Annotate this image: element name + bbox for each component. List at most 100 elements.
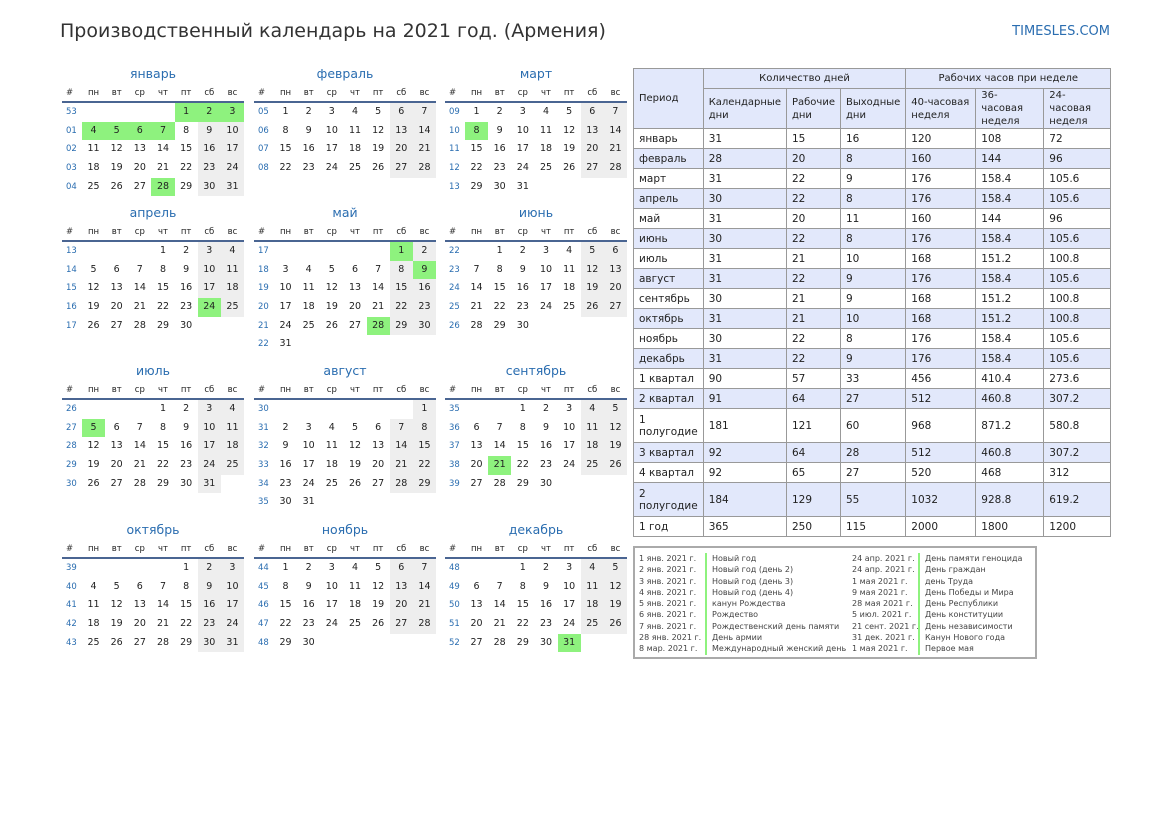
holiday-name: День памяти геноцида <box>918 553 1022 565</box>
value-cell: 64 <box>785 442 842 463</box>
holiday-name: Рождественский день памяти <box>705 620 839 633</box>
week-row: 04 25 26 27 28 29 30 31 <box>62 177 245 197</box>
table-row: май 31 20 11 160 144 96 <box>633 208 1112 229</box>
day-cell: 10 <box>516 124 529 136</box>
day-cell: 7 <box>389 418 413 438</box>
week-number: 07 <box>258 144 269 155</box>
day-cell: 22 <box>156 459 170 471</box>
week-row: 15 12 13 14 15 16 17 18 <box>62 279 245 299</box>
week-number: 33 <box>258 460 269 471</box>
holiday-date: 9 мая 2021 г. <box>852 587 908 597</box>
month-name: сентябрь <box>505 363 567 378</box>
week-number-header: # <box>449 385 457 395</box>
weekday-label: чт <box>540 544 551 554</box>
day-cell: 14 <box>156 599 170 611</box>
week-number-header: # <box>449 544 457 554</box>
empty-day-cell <box>367 400 390 419</box>
day-cell: 20 <box>348 301 362 313</box>
empty-day-cell <box>297 335 320 354</box>
weekday-label: пн <box>279 385 292 395</box>
day-cell: 8 <box>519 580 526 592</box>
week-number-header: # <box>258 88 266 98</box>
weekday-label: пн <box>87 227 100 237</box>
day-cell: 31 <box>220 633 245 653</box>
day-cell: 9 <box>197 577 221 597</box>
day-cell: 26 <box>603 615 628 634</box>
day-cell: 16 <box>516 282 529 294</box>
value-cell: 28 <box>702 148 787 169</box>
day-cell: 17 <box>325 143 338 155</box>
week-row: 07 15 16 17 18 19 20 21 <box>254 140 437 160</box>
day-cell: 29 <box>516 636 529 648</box>
holiday-day-cell: 28 <box>366 316 390 336</box>
day-cell: 23 <box>302 618 315 630</box>
value-cell: 105.6 <box>1043 348 1112 369</box>
holiday-day-cell: 7 <box>151 121 175 141</box>
weekday-label: вс <box>419 227 430 237</box>
day-cell: 25 <box>348 162 362 174</box>
week-row: 25 21 22 23 24 25 26 27 <box>445 298 628 317</box>
empty-day-cell <box>274 242 297 261</box>
day-cell: 15 <box>412 437 437 457</box>
empty-day-cell <box>297 400 320 419</box>
holiday-item: 7 янв. 2021 г. Рождественский день памяти <box>639 620 846 633</box>
value-cell: 160 <box>905 208 977 229</box>
day-cell: 3 <box>197 242 221 261</box>
site-brand-link[interactable]: TIMESLES.COM <box>1012 24 1110 39</box>
value-cell: 105.6 <box>1043 268 1112 289</box>
value-cell: 8 <box>839 228 907 249</box>
day-cell: 19 <box>603 596 628 616</box>
day-cell: 25 <box>580 456 604 475</box>
day-cell: 3 <box>282 263 289 275</box>
weekday-label: ср <box>326 227 337 237</box>
value-cell: 27 <box>839 388 907 409</box>
weekday-label: вс <box>610 385 621 395</box>
holiday-item: 9 мая 2021 г. День Победы и Мира <box>852 586 1022 599</box>
day-cell: 29 <box>180 636 193 648</box>
day-cell: 4 <box>328 421 335 433</box>
day-cell: 30 <box>180 477 193 489</box>
day-cell: 15 <box>493 282 506 294</box>
day-cell: 25 <box>563 301 576 313</box>
day-cell: 15 <box>180 599 193 611</box>
day-cell: 13 <box>603 260 628 280</box>
day-cell: 28 <box>389 474 413 494</box>
value-cell: 9 <box>839 168 907 189</box>
day-cell: 13 <box>133 143 146 155</box>
month-name: ноябрь <box>321 522 369 537</box>
empty-day-cell <box>105 559 128 578</box>
weekday-label: ср <box>517 544 528 554</box>
week-number-header: # <box>66 544 74 554</box>
week-row: 09 1 2 3 4 5 6 7 <box>445 103 628 122</box>
day-cell: 11 <box>302 282 315 294</box>
day-cell: 21 <box>389 456 413 475</box>
day-cell: 8 <box>183 124 190 136</box>
empty-day-cell <box>343 400 366 419</box>
month-block: октябрь # пн вт ср чт пт сб вс 39 1 2 3 40 4 5 6 7 8 9 10 41 1… <box>62 520 245 653</box>
day-cell: 13 <box>470 599 483 611</box>
value-cell: 1032 <box>905 482 977 517</box>
month-block: май # пн вт ср чт пт сб вс 17 1 2 18 3 4 5 6 7 8 9 19 10 11 12 1… <box>254 203 437 354</box>
week-number: 49 <box>449 581 460 592</box>
day-cell: 24 <box>220 159 245 178</box>
month-name: декабрь <box>508 522 564 537</box>
holidays-legend: 1 янв. 2021 г. Новый год 2 янв. 2021 г. Нов… <box>633 546 1037 659</box>
weekday-label: пт <box>372 88 384 98</box>
weekday-label: пт <box>563 544 575 554</box>
week-row: 14 5 6 7 8 9 10 11 <box>62 260 245 280</box>
week-row: 49 6 7 8 9 10 11 12 <box>445 577 628 597</box>
value-cell: 158.4 <box>975 168 1045 189</box>
week-number: 21 <box>258 320 269 331</box>
day-cell: 11 <box>539 124 553 136</box>
day-cell: 6 <box>113 421 120 433</box>
day-cell: 22 <box>516 459 529 471</box>
weekday-label: чт <box>349 385 360 395</box>
empty-day-cell <box>390 493 413 512</box>
day-cell: 17 <box>197 437 221 457</box>
day-cell: 20 <box>133 162 146 174</box>
day-cell: 25 <box>220 456 245 475</box>
day-cell: 12 <box>110 143 123 155</box>
day-cell: 3 <box>328 106 335 117</box>
period-cell: 3 квартал <box>633 442 704 463</box>
week-row: 47 22 23 24 25 26 27 28 <box>254 615 437 634</box>
